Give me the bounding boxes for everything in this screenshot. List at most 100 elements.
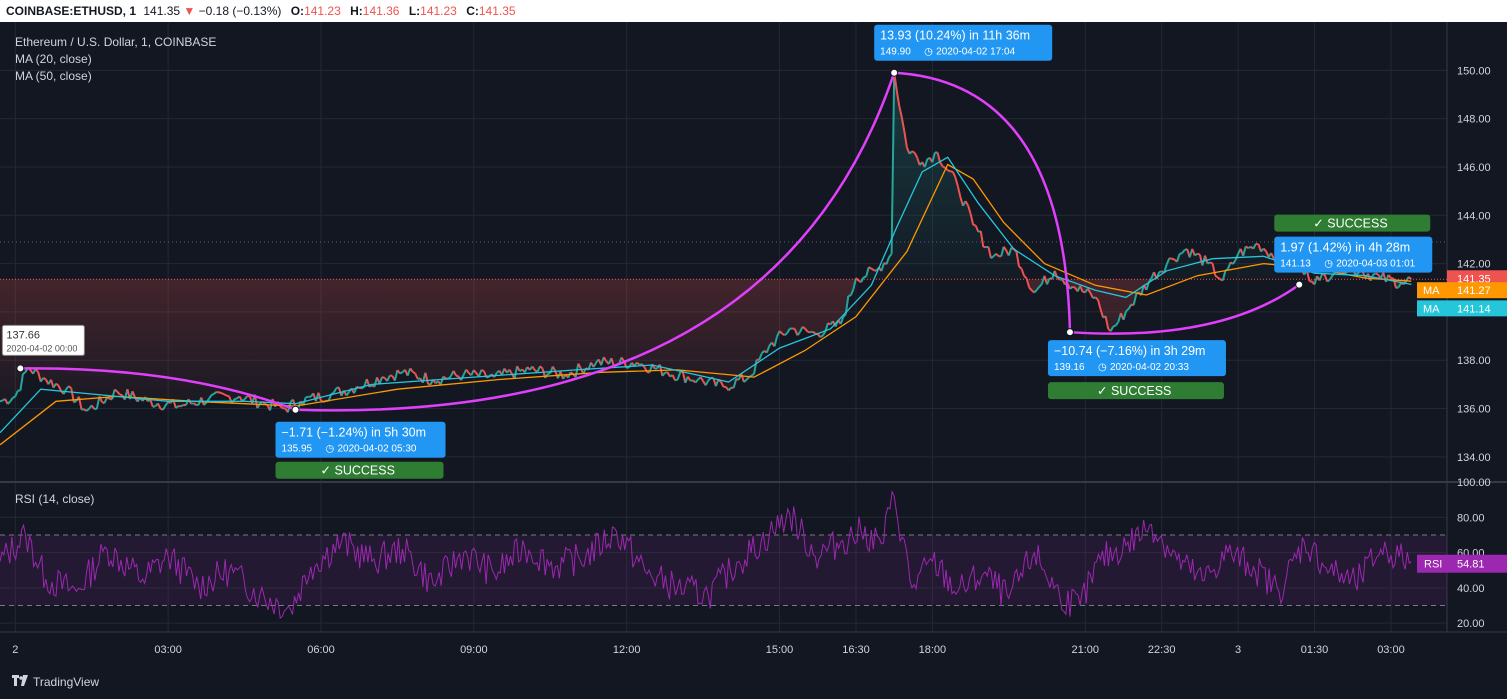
price-segment <box>1209 261 1214 265</box>
time-tick-label: 06:00 <box>307 644 335 656</box>
price-segment <box>452 370 457 376</box>
price-segment <box>992 252 997 258</box>
ma50-line <box>0 163 1412 446</box>
projection-label-box <box>1274 236 1433 273</box>
price-segment <box>674 378 678 382</box>
price-segment <box>809 330 813 334</box>
projection-label-change: 13.93 (10.24%) in 11h 36m <box>880 29 1030 43</box>
price-segment <box>592 362 597 368</box>
price-segment <box>226 394 230 398</box>
price-segment <box>908 150 913 155</box>
price-segment <box>692 379 697 384</box>
projection-label-price: 149.90 <box>880 47 911 58</box>
price-segment <box>85 407 90 412</box>
price-segment <box>880 262 885 272</box>
price-segment <box>974 225 980 233</box>
price-segment <box>243 395 248 400</box>
projection-curve <box>20 367 296 411</box>
price-segment <box>519 368 523 373</box>
price-segment <box>773 336 778 347</box>
price-tick-label: 148.00 <box>1457 114 1491 126</box>
time-tick-label: 22:30 <box>1148 644 1176 656</box>
price-segment <box>1020 268 1026 277</box>
check-icon: ✓ <box>1097 384 1107 398</box>
ma50-price-tag-value: 141.27 <box>1457 285 1491 297</box>
start-label-price: 137.66 <box>6 329 40 341</box>
success-badge <box>1274 214 1431 232</box>
low-label: L: <box>408 4 421 18</box>
open-label: O: <box>290 4 305 18</box>
price-segment <box>393 369 399 381</box>
tradingview-brand[interactable]: TradingView <box>33 675 100 689</box>
price-segment <box>203 401 208 406</box>
price-segment <box>83 408 88 412</box>
price-segment <box>1028 286 1033 292</box>
close-label: C: <box>466 4 479 18</box>
price-segment <box>513 366 519 379</box>
price-segment <box>157 403 162 410</box>
price-segment <box>765 345 771 353</box>
legend-ma20: MA (20, close) <box>15 52 92 66</box>
rsi-tick-label: 80.00 <box>1457 512 1485 524</box>
clock-icon: ◷ <box>1324 259 1333 270</box>
price-segment <box>926 156 931 160</box>
time-tick-label: 3 <box>1235 644 1241 656</box>
price-segment <box>1112 324 1117 328</box>
open-value: 141.23 <box>304 4 341 18</box>
price-segment <box>911 150 916 154</box>
price-segment <box>1079 285 1084 293</box>
price-segment <box>113 388 118 393</box>
price-segment <box>1061 278 1066 285</box>
time-tick-label: 15:00 <box>766 644 794 656</box>
price-segment <box>870 267 875 272</box>
price-segment <box>1165 257 1171 265</box>
rsi-pane <box>0 489 1447 620</box>
price-segment <box>1104 315 1110 330</box>
chart-canvas[interactable]: 150.00 148.00 146.00 144.00 142.00 138.00 136.… <box>0 22 1507 665</box>
price-segment <box>406 368 412 377</box>
price-segment <box>1328 275 1334 281</box>
price-segment <box>676 371 682 381</box>
price-segment <box>1127 304 1132 310</box>
price-segment <box>888 253 893 258</box>
price-segment <box>1086 288 1092 294</box>
price-segment <box>531 365 536 372</box>
price-segment <box>967 205 972 215</box>
success-badge-label: SUCCESS <box>1327 217 1387 231</box>
price-segment <box>1207 261 1211 265</box>
price-segment <box>890 72 896 254</box>
price-segment <box>417 377 421 380</box>
success-badge-label: SUCCESS <box>335 464 395 478</box>
price-segment <box>839 316 845 325</box>
price-segment <box>162 404 167 411</box>
price-segment <box>37 372 42 382</box>
start-label-box <box>1 324 85 356</box>
price-segment <box>1354 272 1359 276</box>
price-segment <box>1171 257 1175 261</box>
price-tick-label: 150.00 <box>1457 65 1491 77</box>
price-segment <box>819 334 824 339</box>
price-segment <box>1252 243 1257 250</box>
rsi-tick-label: 100.00 <box>1457 477 1491 489</box>
ma50-price-tag-label: MA <box>1423 285 1440 297</box>
above-price-fill <box>0 72 1412 280</box>
time-tick-label: 09:00 <box>460 644 488 656</box>
projection-point <box>1065 328 1074 337</box>
price-segment <box>1000 246 1005 257</box>
price-segment <box>330 391 335 395</box>
price-segment <box>1069 286 1074 290</box>
price-segment <box>786 328 791 334</box>
price-segment <box>1025 278 1031 288</box>
price-segment <box>486 375 490 379</box>
price-segment <box>753 359 758 374</box>
price-segment <box>1242 246 1247 257</box>
price-segment <box>164 401 169 406</box>
price-segment <box>424 372 429 385</box>
price-segment <box>473 369 478 374</box>
price-segment <box>661 372 666 377</box>
price-segment <box>332 387 338 394</box>
projection-point <box>16 364 25 373</box>
price-segment <box>55 382 60 387</box>
price-segment <box>1384 274 1390 283</box>
projection-label: −10.74 (−7.16%) in 3h 29m 139.16 ◷ 2020-04-… <box>1047 340 1226 400</box>
